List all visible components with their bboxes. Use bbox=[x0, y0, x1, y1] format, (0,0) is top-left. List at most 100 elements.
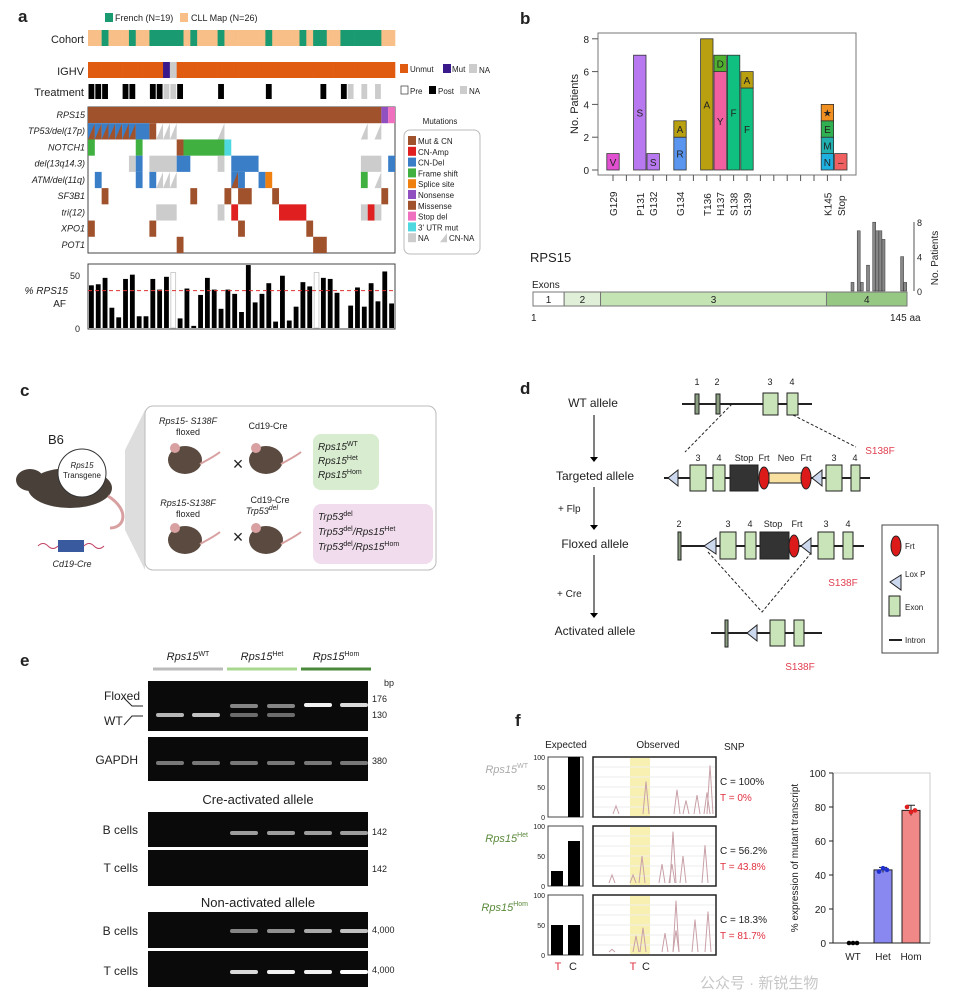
cohort-cell bbox=[217, 30, 225, 46]
mutations-legend-frame bbox=[403, 129, 481, 255]
cohort-cell bbox=[101, 30, 109, 46]
legend-label: Stop del bbox=[418, 213, 448, 222]
af-label: % RPS15 bbox=[25, 286, 69, 297]
gel-band bbox=[156, 761, 184, 765]
gel-label: 176 bbox=[372, 694, 387, 704]
af-tick-0: 0 bbox=[75, 324, 80, 334]
chromatogram-peak bbox=[661, 933, 669, 953]
legend-swatch-na bbox=[408, 233, 416, 243]
cohort-cell bbox=[340, 30, 348, 46]
mutation-cell bbox=[238, 171, 245, 189]
y-tick: 6 bbox=[583, 68, 589, 79]
exon-label: 2 bbox=[580, 295, 586, 306]
targeted-label: 3 bbox=[695, 453, 700, 463]
hist-y-label: No. Patients bbox=[930, 231, 941, 285]
gel-label: Cre-activated allele bbox=[202, 792, 313, 807]
floxed-label: 3 bbox=[823, 519, 828, 529]
panel-label-b: b bbox=[520, 9, 530, 28]
ighv-cell bbox=[142, 62, 150, 78]
cohort-cell bbox=[149, 30, 157, 46]
mouse-icon bbox=[168, 523, 221, 554]
chromatogram-peak bbox=[612, 804, 620, 815]
gel-label: B cells bbox=[103, 823, 138, 837]
snp-t-value: T = 43.8% bbox=[720, 862, 766, 873]
ighv-cell bbox=[183, 62, 191, 78]
chromatogram-peak bbox=[693, 795, 701, 815]
legend-swatch-stopdel bbox=[408, 211, 416, 221]
cohort-cell bbox=[299, 30, 307, 46]
chromatogram-peak bbox=[632, 935, 640, 953]
gel-band bbox=[304, 831, 332, 835]
mutation-cell bbox=[360, 204, 368, 221]
data-point bbox=[908, 809, 914, 815]
stacked-bar-segment bbox=[646, 153, 660, 171]
cross2-right-2: Trp53del bbox=[246, 505, 279, 516]
treatment-cell bbox=[163, 84, 170, 99]
stage-label: Targeted allele bbox=[556, 469, 634, 483]
ighv-cell bbox=[292, 62, 300, 78]
cd19-cre-construct-icon bbox=[58, 540, 84, 552]
stacked-bar-segment bbox=[713, 54, 727, 73]
mutation-cell bbox=[88, 123, 95, 140]
mutation-cell bbox=[169, 171, 177, 189]
cohort-cell bbox=[285, 30, 293, 46]
mutation-cell bbox=[135, 171, 143, 189]
y-axis-label: % expression of mutant transcript bbox=[790, 784, 801, 933]
chromatogram-peak bbox=[679, 855, 687, 884]
ighv-cell bbox=[265, 62, 273, 78]
mutation-cell bbox=[388, 155, 395, 172]
ighv-cell bbox=[224, 62, 232, 78]
expected-bar-c bbox=[568, 925, 580, 955]
mutation-cell bbox=[313, 236, 327, 253]
cohort-cell bbox=[388, 30, 396, 46]
bar-aa-label: N bbox=[824, 158, 831, 169]
data-point bbox=[854, 940, 860, 946]
axis-start: 1 bbox=[531, 313, 537, 324]
ighv-cell bbox=[101, 62, 109, 78]
mutation-cell bbox=[374, 171, 382, 189]
chromatogram-peak bbox=[608, 873, 616, 884]
mutation-cell bbox=[149, 171, 157, 189]
gel-band bbox=[340, 703, 368, 707]
histogram-bar bbox=[881, 239, 886, 292]
gel-label: 130 bbox=[372, 710, 387, 720]
group-label: Rps15WT bbox=[167, 651, 210, 663]
mutation-cell bbox=[163, 171, 170, 189]
cohort-cell bbox=[156, 30, 164, 46]
af-bar bbox=[307, 286, 313, 328]
stacked-bar-segment bbox=[820, 104, 835, 122]
bar-aa-label: – bbox=[838, 158, 844, 169]
data-point bbox=[876, 869, 882, 874]
ighv-cell bbox=[244, 62, 253, 78]
y-tick: 80 bbox=[815, 803, 827, 814]
targeted-label: 3 bbox=[831, 453, 836, 463]
legend-swatch-treat-na bbox=[460, 86, 467, 94]
x-category-label: Het bbox=[875, 952, 891, 963]
snp-t-value: T = 81.7% bbox=[720, 931, 766, 942]
expected-title: Expected bbox=[545, 740, 587, 751]
y-tick: 8 bbox=[583, 35, 589, 46]
x-category-label: S138 bbox=[730, 192, 741, 216]
af-bar bbox=[368, 283, 374, 328]
watermark: 公众号 · 新锐生物 bbox=[700, 975, 818, 992]
mutation-label: S138F bbox=[865, 446, 894, 457]
mutation-cell bbox=[231, 155, 259, 172]
mutation-cell bbox=[122, 123, 129, 140]
gel-band bbox=[230, 713, 258, 717]
cross1-left: Rps15- S138F bbox=[159, 416, 218, 426]
gel-band bbox=[267, 929, 295, 933]
mutation-cell bbox=[231, 171, 239, 189]
legend-swatch-french bbox=[105, 13, 113, 22]
ighv-cell bbox=[388, 62, 396, 78]
panel-c-mouse-model: B6 Rps15 Transgene Cd19-Cre Rps15- S138F… bbox=[16, 405, 437, 571]
b6-label: B6 bbox=[48, 432, 64, 447]
group-label: Rps15Het bbox=[241, 651, 284, 663]
y-tick: 4 bbox=[583, 100, 589, 111]
ighv-cell bbox=[135, 62, 143, 78]
ighv-cell bbox=[115, 62, 123, 78]
panel-label-e: e bbox=[20, 651, 29, 670]
expected-tick: 50 bbox=[537, 785, 545, 792]
af-bar bbox=[184, 288, 190, 328]
histogram-bar bbox=[900, 256, 904, 292]
gel-band bbox=[304, 703, 332, 707]
